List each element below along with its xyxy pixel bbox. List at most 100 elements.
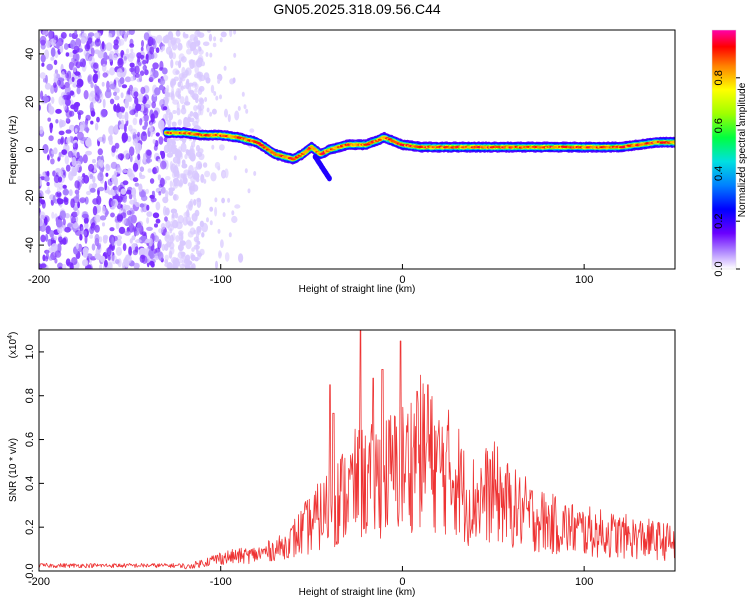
spectrogram-noise-blob	[79, 234, 83, 241]
spectrogram-noise-blob	[70, 198, 75, 209]
spectrogram-noise-blob	[82, 211, 89, 219]
spectrogram-noise-blob	[198, 97, 204, 103]
spectrogram-noise-blob	[139, 118, 143, 126]
spectrogram-noise-blob	[188, 186, 192, 191]
spectrogram-noise-blob	[44, 82, 52, 90]
spectrogram-noise-blob	[168, 250, 173, 259]
spectrogram-noise-blob	[133, 194, 136, 200]
spectrogram-noise-blob	[79, 197, 87, 204]
spectrogram-noise-blob	[58, 151, 62, 158]
spectrogram-noise-blob	[135, 239, 142, 244]
spectrogram-noise-blob	[172, 194, 179, 201]
spectrogram-noise-blob	[187, 84, 192, 94]
spectrogram-noise-blob	[160, 222, 166, 230]
spectrogram-noise-blob	[72, 65, 77, 73]
spectrogram-noise-blob	[68, 189, 73, 197]
spectrogram-noise-blob	[187, 113, 192, 123]
spectrogram-noise-blob	[53, 72, 57, 78]
spectrogram-noise-blob	[109, 227, 115, 232]
spectrogram-noise-blob	[124, 195, 128, 200]
spectrogram-noise-blob	[48, 255, 53, 261]
spectrogram-noise-blob	[86, 253, 93, 259]
spectrogram-y-tick-label: 20	[24, 96, 36, 108]
spectrogram-noise-blob	[114, 142, 120, 149]
spectrogram-noise-blob	[142, 65, 146, 71]
colorbar-frame	[711, 29, 737, 270]
spectrogram-noise-blob	[182, 31, 186, 38]
spectrogram-noise-blob	[172, 177, 180, 184]
spectrogram-noise-blob	[82, 251, 88, 258]
spectrogram-x-axis: -200 -100 0 100	[28, 264, 593, 286]
spectrogram-noise-blob	[64, 155, 70, 165]
spectrogram-noise-blob	[195, 177, 200, 183]
spectrogram-noise-blob	[107, 261, 113, 269]
spectrogram-noise-blob	[172, 99, 180, 105]
spectrogram-noise-blob	[105, 164, 111, 172]
colorbar-ticks: 0.0 0.2 0.4 0.6 0.8	[713, 70, 740, 277]
spectrogram-noise-blob	[106, 80, 110, 91]
spectrogram-noise-blob	[150, 113, 155, 123]
spectrogram-noise-blob	[155, 34, 163, 44]
spectrogram-noise-blob	[118, 39, 125, 46]
spectrogram-noise-blob	[186, 208, 190, 218]
spectrogram-noise-blob	[178, 154, 183, 160]
spectrogram-noise-blob	[99, 264, 103, 269]
spectrogram-noise-blob	[152, 62, 159, 70]
spectrogram-noise-blob	[39, 125, 44, 135]
spectrogram-noise-blob	[146, 157, 151, 164]
spectrogram-noise-blob	[120, 188, 127, 195]
spectrogram-noise-blob	[152, 212, 160, 219]
spectrogram-noise-blob	[183, 85, 186, 90]
spectrogram-noise-blob	[103, 51, 108, 62]
spectrogram-noise-blob	[87, 37, 93, 44]
spectrogram-noise-blob	[178, 179, 183, 188]
spectrogram-noise-blob	[149, 260, 155, 266]
spectrogram-noise-blob	[96, 116, 100, 123]
spectrogram-noise-blob	[75, 229, 82, 236]
spectrogram-noise-blob	[202, 61, 205, 67]
spectrogram-y-tick-label: 40	[24, 48, 36, 60]
spectrogram-noise-blob	[84, 223, 89, 228]
spectrogram-noise-blob	[154, 223, 158, 228]
spectrogram-noise-blob	[149, 74, 157, 80]
spectrogram-noise-blob	[78, 79, 84, 87]
spectrogram-noise-blob	[122, 169, 128, 174]
spectrogram-noise-blob	[162, 196, 169, 204]
spectrogram-noise-blob	[120, 92, 124, 99]
spectrogram-noise-blob	[205, 52, 209, 57]
spectrogram-noise-blob	[55, 119, 59, 124]
spectrogram-noise-blob	[46, 170, 50, 177]
spectrogram-noise-blob	[193, 229, 197, 235]
spectrogram-noise-blob	[45, 233, 49, 242]
spectrogram-noise-blob	[59, 119, 66, 128]
spectrogram-y-tick-label: -40	[24, 237, 36, 253]
spectrogram-noise-blob	[60, 32, 67, 39]
spectrogram-noise-blob	[129, 146, 135, 156]
spectrogram-noise-blob	[97, 159, 102, 166]
spectrogram-noise-blob	[57, 225, 63, 234]
spectrogram-noise-blob	[249, 128, 255, 133]
spectrogram-noise-blob	[41, 62, 45, 67]
spectrogram-x-tick-label: -200	[28, 274, 50, 286]
spectrogram-noise-blob	[86, 139, 92, 147]
spectrogram-noise-blob	[141, 231, 147, 236]
spectrogram-noise-blob	[111, 255, 118, 265]
spectrogram-noise-blob	[39, 177, 42, 187]
spectrogram-noise-blob	[109, 98, 115, 105]
spectrogram-noise-blob	[128, 30, 135, 35]
spectrogram-noise-blob	[71, 156, 77, 167]
spectrogram-noise-blob	[233, 52, 237, 58]
spectrogram-noise-blob	[192, 48, 199, 56]
spectrogram-noise-blob	[175, 257, 179, 265]
spectrogram-noise-blob	[203, 178, 207, 184]
spectrogram-noise-blob	[185, 149, 190, 155]
spectrogram-noise-blob	[159, 78, 166, 86]
spectrogram-noise-blob	[51, 211, 55, 219]
spectrogram-noise-blob	[77, 243, 83, 253]
spectrogram-noise-blob	[217, 79, 221, 84]
spectrogram-noise-blob	[140, 86, 146, 95]
spectrogram-noise-blob	[134, 246, 139, 253]
colorbar: 0.0 0.2 0.4 0.6 0.8 Normalized spectral ampl…	[711, 29, 748, 277]
spectrogram-noise-blob	[84, 196, 89, 205]
